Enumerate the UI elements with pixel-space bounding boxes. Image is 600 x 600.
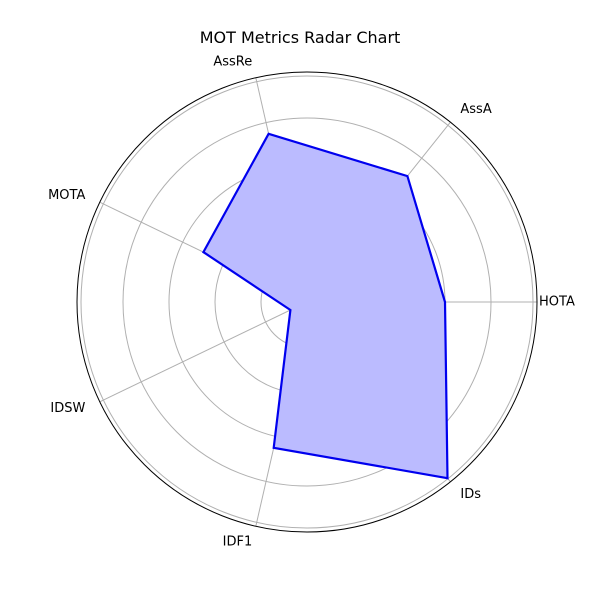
radar-axis-labels: HOTA AssA AssRe MOTA IDSW IDF1 IDs [48,55,575,550]
spoke-idsw [99,301,308,403]
axis-label-assre: AssRe [213,55,252,70]
chart-title: MOT Metrics Radar Chart [199,28,401,47]
axis-label-hota: HOTA [539,295,575,310]
radar-frame [76,71,538,533]
axis-label-ids: IDs [460,487,481,502]
axis-label-mota: MOTA [48,188,85,203]
radar-series [201,132,449,480]
axis-label-idsw: IDSW [50,401,85,416]
axis-label-assa: AssA [460,102,491,117]
polar-frame [76,71,538,533]
axis-label-idf1: IDF1 [223,534,253,549]
series-line [201,132,449,480]
series-fill [203,133,448,479]
